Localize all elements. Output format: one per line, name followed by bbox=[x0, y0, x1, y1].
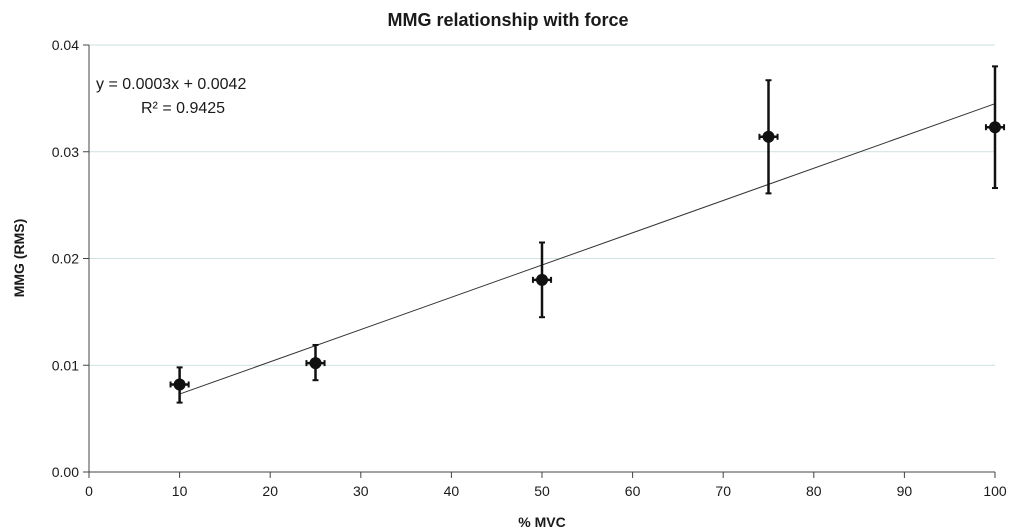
data-point bbox=[984, 65, 1006, 190]
y-tick-label: 0.01 bbox=[52, 357, 79, 373]
data-point-marker bbox=[536, 273, 548, 286]
trendline bbox=[179, 103, 996, 395]
data-point bbox=[758, 79, 779, 195]
x-tick-label: 90 bbox=[897, 483, 913, 499]
x-tick-label: 100 bbox=[983, 483, 1007, 499]
y-axis-label: MMG (RMS) bbox=[11, 219, 27, 298]
x-tick-label: 10 bbox=[172, 483, 188, 499]
y-axis-ticks: 0.00 0.01 0.02 0.03 0.04 bbox=[52, 37, 89, 480]
x-tick-label: 40 bbox=[444, 483, 460, 499]
y-tick-label: 0.00 bbox=[52, 464, 79, 480]
x-tick-label: 0 bbox=[85, 483, 93, 499]
trendline-line bbox=[179, 103, 996, 395]
data-point bbox=[169, 366, 190, 404]
x-axis-label: % MVC bbox=[518, 514, 565, 530]
data-point-marker bbox=[173, 378, 186, 391]
x-tick-label: 20 bbox=[262, 483, 278, 499]
trendline-equation: y = 0.0003x + 0.0042 bbox=[96, 76, 246, 93]
y-tick-label: 0.02 bbox=[52, 251, 79, 267]
data-point bbox=[305, 343, 326, 382]
y-tick-label: 0.03 bbox=[52, 144, 79, 160]
data-point-marker bbox=[762, 130, 775, 143]
x-axis-ticks: 0 10 20 30 40 50 60 70 80 90 100 bbox=[85, 472, 1007, 499]
data-points bbox=[169, 65, 1006, 404]
data-point-marker bbox=[989, 121, 1001, 134]
grid bbox=[89, 44, 995, 366]
data-point-marker bbox=[309, 357, 322, 370]
x-tick-label: 60 bbox=[625, 483, 641, 499]
chart-title: MMG relationship with force bbox=[387, 10, 628, 30]
x-tick-label: 30 bbox=[353, 483, 369, 499]
y-tick-label: 0.04 bbox=[52, 37, 79, 53]
x-tick-label: 80 bbox=[806, 483, 822, 499]
data-point bbox=[531, 241, 553, 319]
trendline-r-squared: R² = 0.9425 bbox=[141, 100, 225, 117]
x-tick-label: 70 bbox=[715, 483, 731, 499]
x-tick-label: 50 bbox=[534, 483, 550, 499]
